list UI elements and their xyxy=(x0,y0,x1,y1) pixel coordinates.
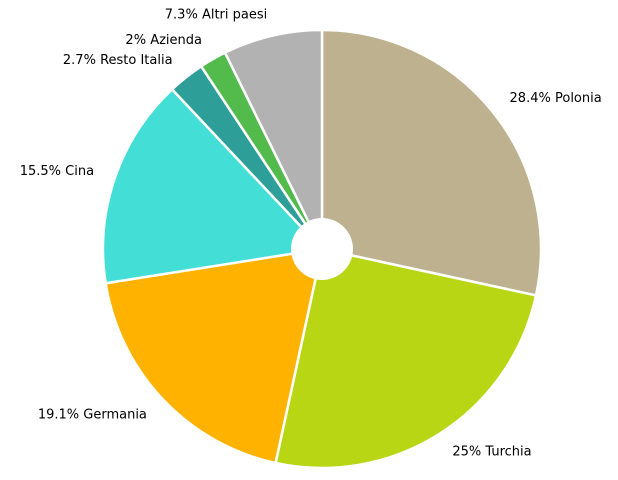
pie-slice xyxy=(223,28,324,250)
slice-label: 15.5% Cina xyxy=(20,163,94,178)
value-label: 25% xyxy=(452,444,481,459)
pie-slice xyxy=(104,247,324,465)
value-label: 19.1% xyxy=(38,407,79,422)
value-label: 15.5% xyxy=(20,163,61,178)
category-label: Germania xyxy=(83,407,147,422)
category-label: Polonia xyxy=(555,90,602,105)
pie-slice xyxy=(320,28,543,297)
category-label: Resto Italia xyxy=(100,53,173,68)
slice-label: 28.4% Polonia xyxy=(510,90,602,105)
category-label: Turchia xyxy=(484,444,531,459)
value-label: 2.7% xyxy=(63,53,96,68)
value-label: 28.4% xyxy=(510,90,551,105)
slice-label: 19.1% Germania xyxy=(38,407,147,422)
slice-label: 2.7% Resto Italia xyxy=(63,53,173,68)
category-label: Azienda xyxy=(150,33,202,48)
value-label: 7.3% xyxy=(165,7,198,22)
slice-label: 25% Turchia xyxy=(452,444,531,459)
pie-slice xyxy=(274,247,538,470)
slice-label: 7.3% Altri paesi xyxy=(165,7,267,22)
slice-label: 2% Azienda xyxy=(125,33,202,48)
pie-slice xyxy=(101,87,325,285)
category-label: Altri paesi xyxy=(202,7,267,22)
category-label: Cina xyxy=(65,163,94,178)
value-label: 2% xyxy=(125,33,146,48)
donut-hole xyxy=(291,218,353,280)
